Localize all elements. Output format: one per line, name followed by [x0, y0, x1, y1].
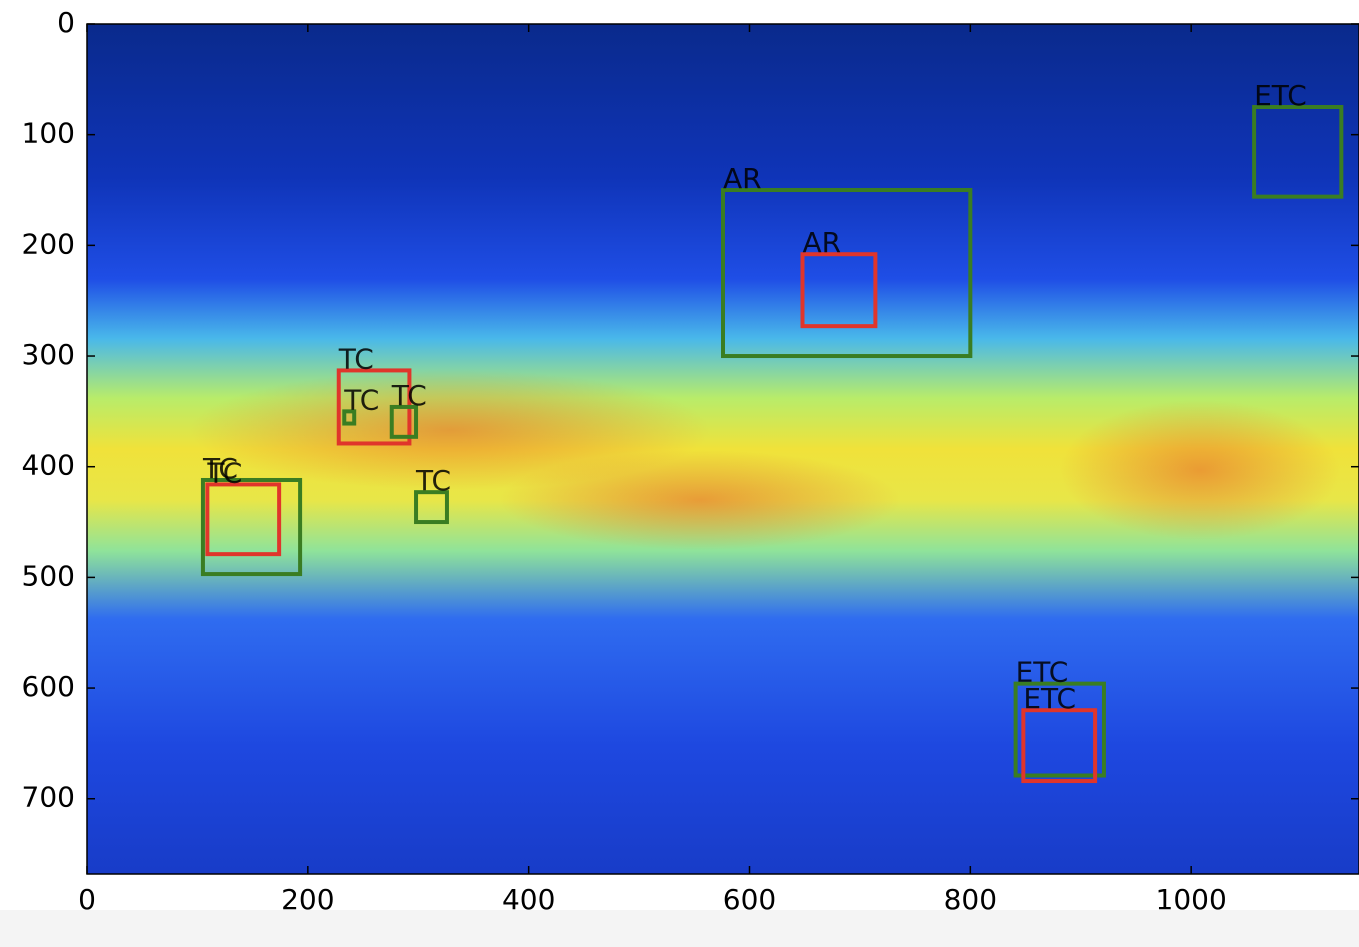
y-tick-label: 0: [57, 6, 75, 39]
box-label: ETC: [1023, 682, 1076, 715]
box-label: TC: [343, 383, 379, 416]
x-tick-label: 600: [723, 883, 776, 916]
box-label: AR: [723, 162, 762, 195]
x-tick-label: 200: [281, 883, 334, 916]
y-tick-label: 200: [22, 227, 75, 260]
y-tick-label: 500: [22, 559, 75, 592]
y-tick-label: 700: [22, 781, 75, 814]
y-tick-label: 300: [22, 338, 75, 371]
plot-area: [87, 24, 1359, 874]
chart: ARARETCETCETCTCTCTCTCTCTC020040060080010…: [0, 0, 1359, 947]
box-label: TC: [415, 464, 451, 497]
y-tick-label: 600: [22, 670, 75, 703]
x-tick-label: 1000: [1156, 883, 1227, 916]
y-tick-label: 400: [22, 449, 75, 482]
x-tick-label: 800: [944, 883, 997, 916]
box-label: TC: [391, 379, 427, 412]
image-texture: [1060, 400, 1340, 540]
x-tick-label: 0: [78, 883, 96, 916]
y-tick-label: 100: [22, 117, 75, 150]
x-tick-label: 400: [502, 883, 555, 916]
box-label: AR: [803, 226, 842, 259]
box-label: TC: [338, 342, 374, 375]
image-texture: [500, 450, 900, 550]
box-label: TC: [206, 456, 242, 489]
box-label: ETC: [1254, 79, 1307, 112]
